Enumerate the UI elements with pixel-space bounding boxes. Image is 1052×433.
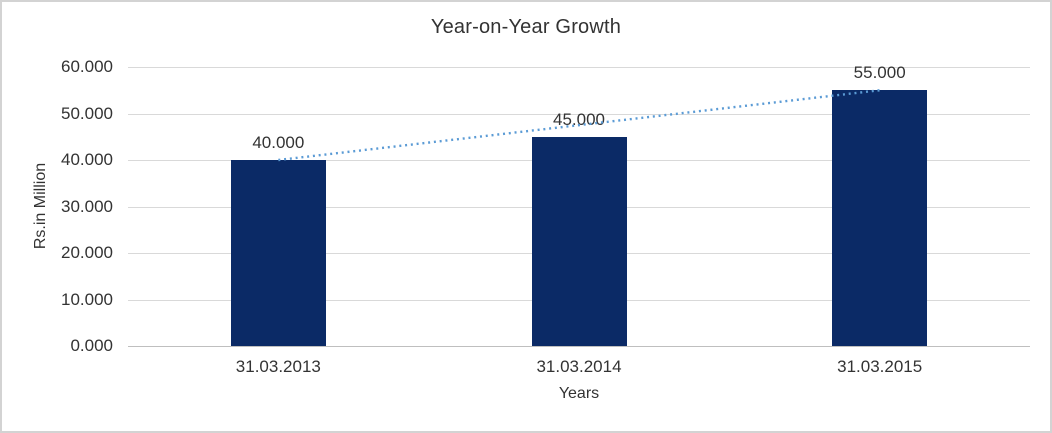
x-tick-label: 31.03.2013 [235,357,321,376]
y-tick-label: 30.000 [61,197,113,216]
y-tick-label: 40.000 [61,150,113,169]
y-tick-label: 0.000 [70,336,113,355]
bar [230,160,326,346]
y-tick-label: 20.000 [61,243,113,262]
x-axis-title: Years [558,385,600,402]
x-tick-label: 31.03.2015 [837,357,923,376]
gridline [128,67,1030,68]
x-axis-line [128,346,1030,347]
x-tick-label: 31.03.2014 [536,357,622,376]
chart-title: Year-on-Year Growth [430,16,622,38]
bar [531,136,627,346]
bar-value-label: 55.000 [853,63,906,83]
bar-value-label: 45.000 [553,109,605,129]
y-tick-label: 50.000 [61,104,113,123]
y-tick-label: 60.000 [61,57,113,76]
bar [832,90,928,346]
y-tick-label: 10.000 [61,290,113,309]
bar-value-label: 40.000 [252,133,305,152]
